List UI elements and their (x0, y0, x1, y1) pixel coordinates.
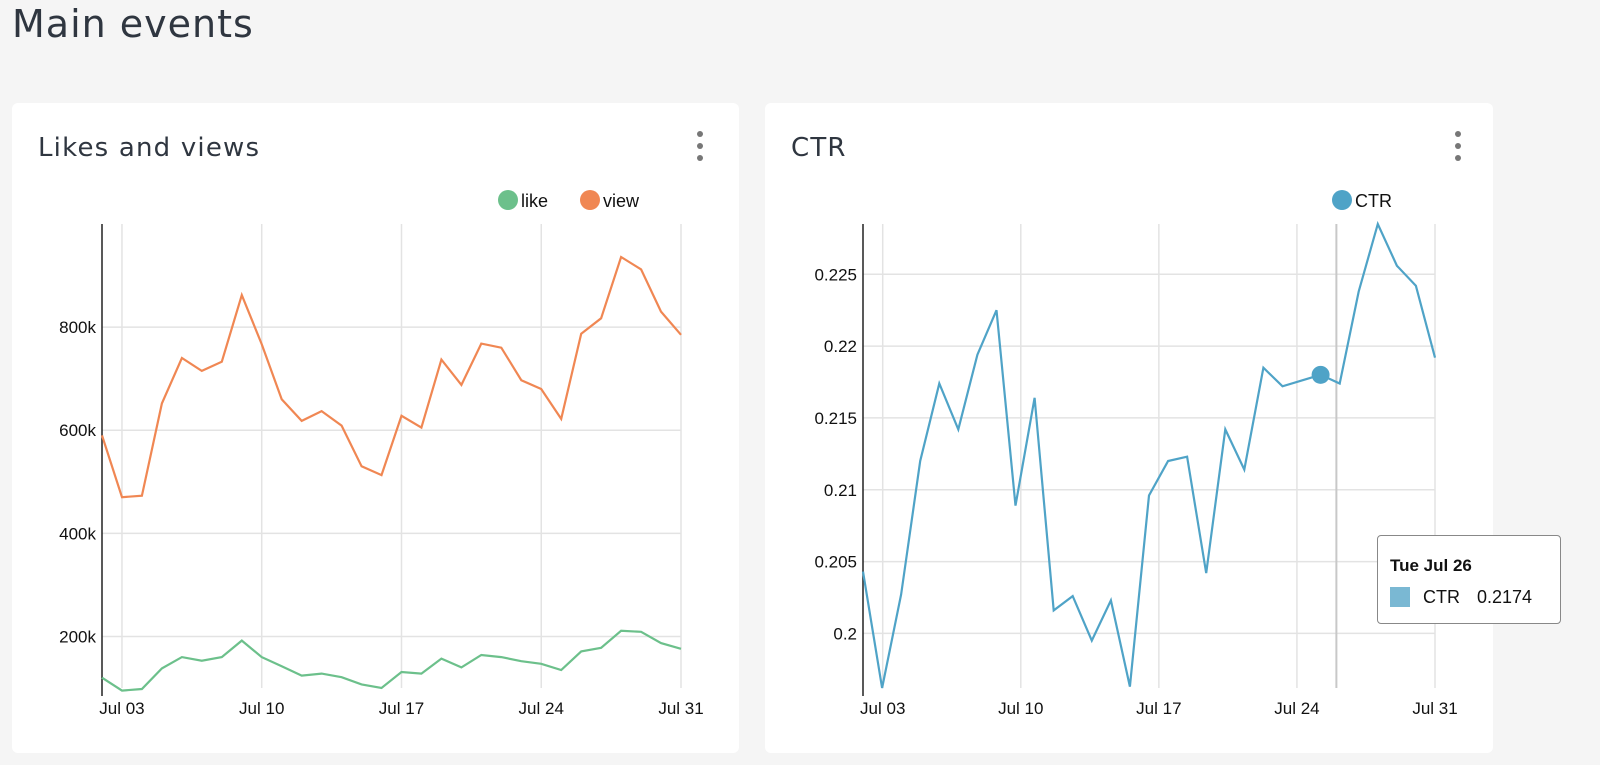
kebab-menu-icon[interactable] (693, 131, 707, 161)
x-tick-label: Jul 31 (658, 699, 703, 718)
legend-label-view: view (603, 191, 640, 211)
series-line-like (101, 629, 682, 692)
y-tick-label: 0.225 (814, 265, 857, 284)
ctr-card: CTR (765, 103, 1493, 753)
x-tick-label: Jul 10 (239, 699, 284, 718)
tooltip-title: Tue Jul 26 (1390, 556, 1472, 575)
y-tick-label: 0.21 (824, 481, 857, 500)
y-tick-label: 0.205 (814, 553, 857, 572)
x-tick-label: Jul 03 (99, 699, 144, 718)
page-title: Main events (12, 2, 254, 46)
y-tick-label: 200k (59, 627, 96, 646)
x-tick-label: Jul 24 (519, 699, 564, 718)
tooltip-swatch (1390, 587, 1410, 607)
tooltip-series-name: CTR (1423, 587, 1460, 607)
tooltip-value: 0.2174 (1477, 587, 1533, 607)
y-tick-label: 0.215 (814, 409, 857, 428)
y-tick-label: 800k (59, 318, 96, 337)
series-line-ctr (861, 220, 1437, 689)
legend-marker-ctr (1332, 190, 1352, 210)
likes-views-card: Likes and views (12, 103, 739, 753)
x-tick-label: Jul 10 (998, 699, 1043, 718)
kebab-menu-icon[interactable] (1451, 131, 1465, 161)
chart-tooltip: Tue Jul 26 CTR 0.2174 (1377, 535, 1561, 624)
x-tick-label: Jul 24 (1274, 699, 1319, 718)
legend-label-like: like (521, 191, 548, 211)
legend-label-ctr: CTR (1355, 191, 1392, 211)
x-tick-label: Jul 17 (1136, 699, 1181, 718)
x-tick-label: Jul 17 (379, 699, 424, 718)
x-tick-label: Jul 31 (1412, 699, 1457, 718)
y-tick-label: 0.2 (833, 624, 857, 643)
card-title: CTR (791, 133, 847, 163)
highlight-point (1311, 365, 1330, 384)
card-title: Likes and views (38, 133, 261, 163)
x-tick-label: Jul 03 (860, 699, 905, 718)
y-tick-label: 0.22 (824, 337, 857, 356)
series-line-view (100, 255, 682, 499)
legend-marker-like (498, 190, 518, 210)
y-tick-label: 400k (59, 524, 96, 543)
legend-marker-view (580, 190, 600, 210)
y-tick-label: 600k (59, 421, 96, 440)
